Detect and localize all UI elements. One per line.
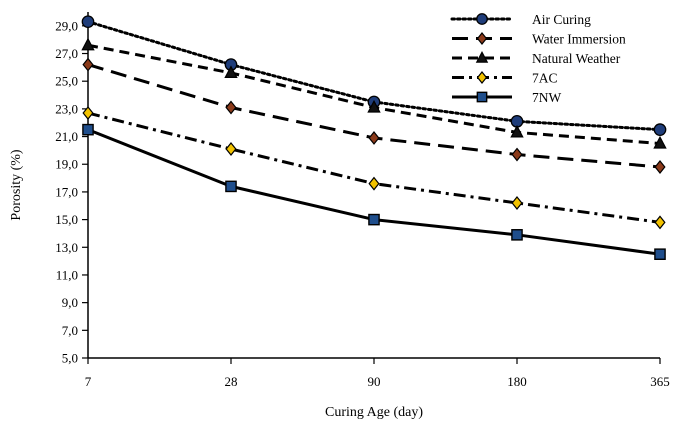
data-point	[653, 135, 667, 149]
y-tick-label: 17,0	[55, 184, 78, 199]
data-point	[368, 213, 380, 226]
legend-label: Air Curing	[532, 12, 591, 27]
x-tick-label: 180	[507, 374, 527, 389]
y-tick-label: 21,0	[55, 129, 78, 144]
x-tick-label: 7	[85, 374, 92, 389]
y-tick-label: 19,0	[55, 157, 78, 172]
data-point	[81, 15, 95, 29]
x-axis-ticks: 7 28 90 180 365	[85, 358, 670, 389]
x-tick-label: 28	[225, 374, 238, 389]
legend-marker	[476, 91, 488, 103]
legend-label: 7AC	[532, 71, 558, 86]
data-point	[81, 37, 95, 51]
data-point	[225, 142, 237, 156]
data-point	[510, 124, 524, 138]
y-tick-label: 27,0	[55, 46, 78, 61]
data-point	[225, 180, 237, 193]
data-point	[368, 130, 380, 145]
data-point	[654, 215, 666, 230]
x-tick-label: 90	[368, 374, 381, 389]
data-point	[82, 123, 94, 136]
y-tick-label: 13,0	[55, 240, 78, 255]
series-line	[87, 128, 661, 256]
x-tick-label: 365	[650, 374, 670, 389]
data-point	[82, 57, 94, 72]
data-point	[368, 176, 380, 191]
series-markers	[81, 15, 667, 261]
data-point	[367, 99, 381, 113]
y-tick-label: 5,0	[62, 351, 78, 366]
y-tick-label: 9,0	[62, 295, 78, 310]
data-point	[82, 106, 94, 120]
y-tick-label: 23,0	[55, 101, 78, 116]
data-point	[511, 196, 523, 210]
data-point	[225, 100, 237, 115]
data-point	[654, 248, 666, 261]
legend-marker	[476, 32, 488, 45]
y-tick-label: 11,0	[56, 267, 78, 282]
data-point	[224, 65, 238, 78]
data-point	[511, 229, 523, 241]
legend-marker	[476, 13, 488, 25]
y-tick-label: 25,0	[55, 74, 78, 89]
legend-marker	[476, 71, 488, 84]
legend: Air Curing Water Immersion Natural Weather…	[450, 12, 626, 105]
y-axis-ticks: 5,0 7,0 9,0 11,0 13,0 15,0 17,0 19,0 21,0 23,0 25,…	[55, 18, 88, 366]
y-tick-label: 7,0	[62, 323, 78, 338]
data-point	[653, 123, 667, 136]
series-line	[87, 111, 661, 224]
legend-marker	[475, 50, 489, 63]
data-point	[654, 160, 666, 174]
y-tick-label: 29,0	[55, 18, 78, 33]
legend-label: 7NW	[532, 90, 561, 105]
series-line	[87, 63, 661, 169]
legend-label: Natural Weather	[532, 51, 621, 66]
y-tick-label: 15,0	[55, 212, 78, 227]
y-axis-title: Porosity (%)	[9, 149, 24, 221]
data-point	[511, 147, 523, 162]
x-axis-title: Curing Age (day)	[325, 405, 423, 420]
legend-label: Water Immersion	[532, 32, 626, 47]
